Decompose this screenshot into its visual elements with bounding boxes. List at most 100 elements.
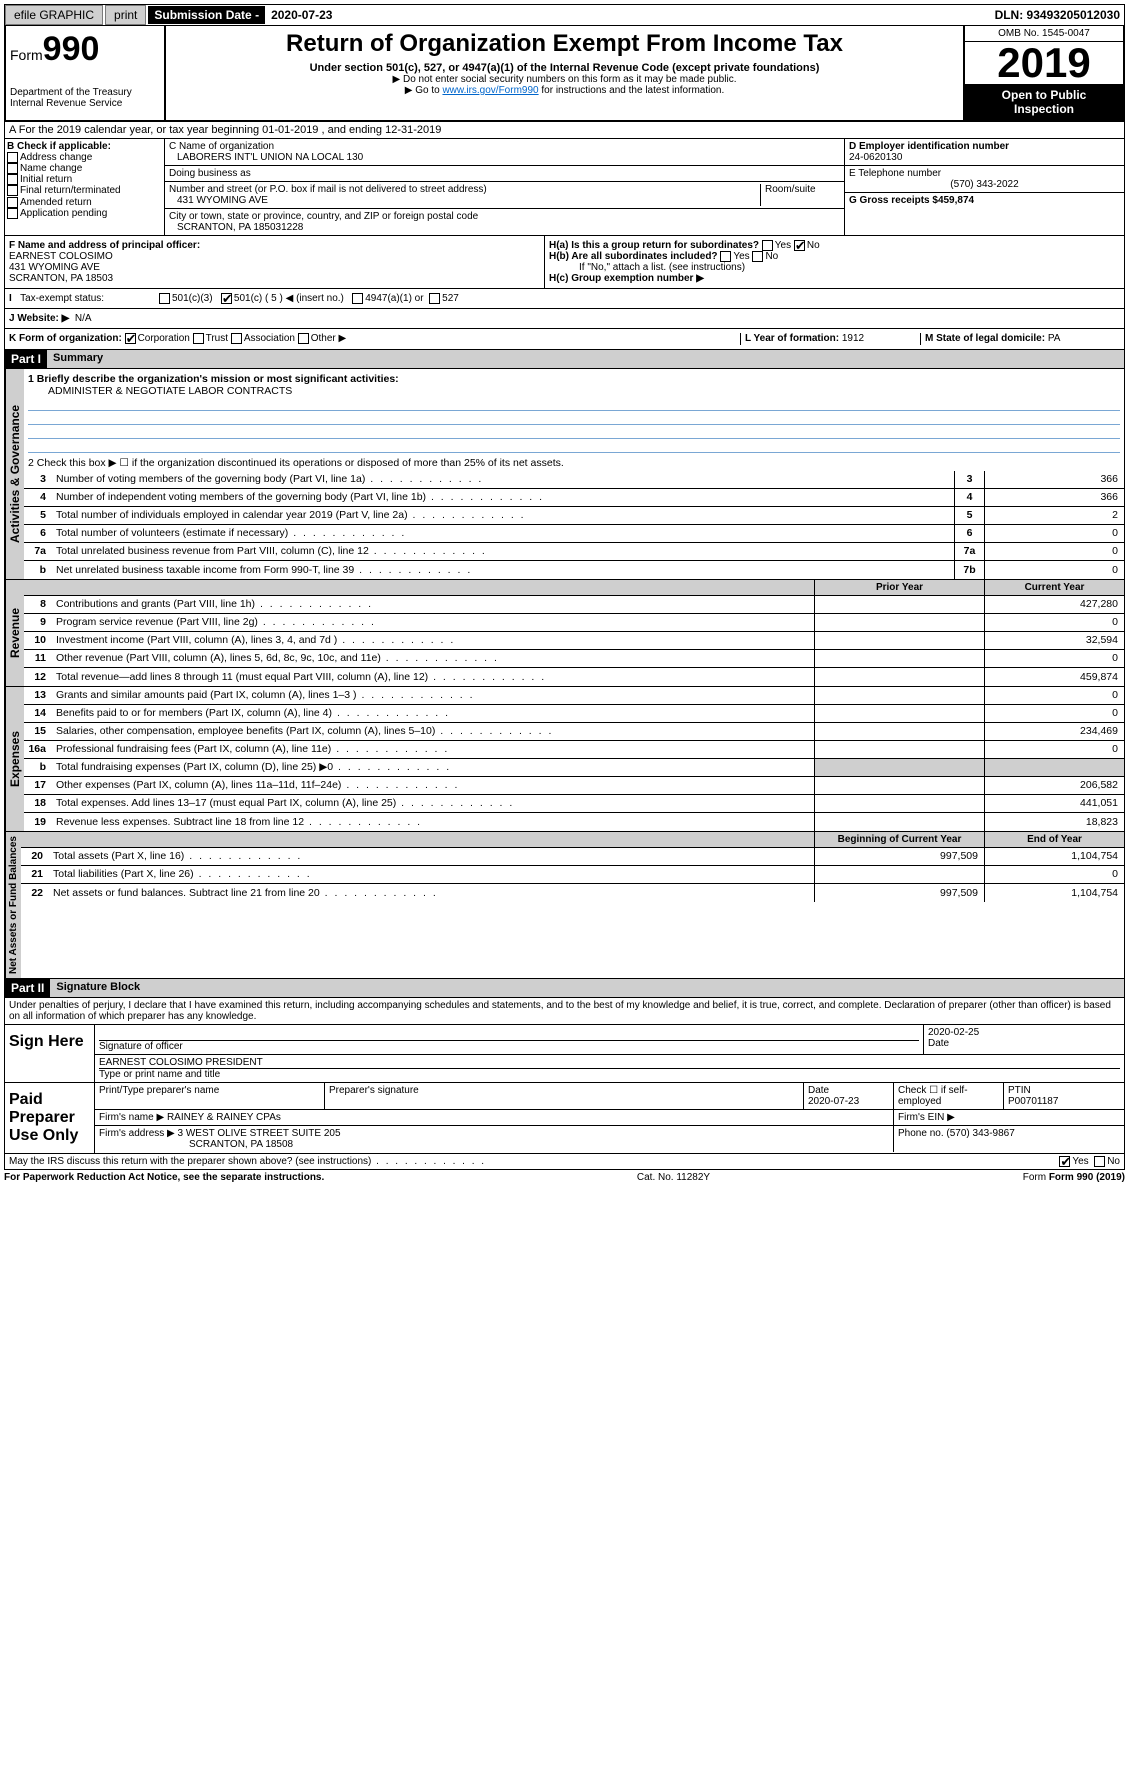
table-row: 7aTotal unrelated business revenue from … [24,543,1124,561]
table-row: 14Benefits paid to or for members (Part … [24,705,1124,723]
note-ssn: ▶ Do not enter social security numbers o… [174,74,955,85]
prep-sig-lbl: Preparer's signature [325,1083,804,1109]
table-row: 16aProfessional fundraising fees (Part I… [24,741,1124,759]
part2-hdr: Part II Signature Block [4,979,1125,998]
table-row: 22Net assets or fund balances. Subtract … [21,884,1124,902]
sig-officer-lbl: Signature of officer [99,1041,183,1052]
cb-assoc[interactable]: Association [244,334,295,345]
hb-note: If "No," attach a list. (see instruction… [549,262,1120,273]
prep-name-lbl: Print/Type preparer's name [95,1083,325,1109]
cb-amended[interactable]: Amended return [7,197,162,208]
city-label: City or town, state or province, country… [169,211,840,222]
mission-text: ADMINISTER & NEGOTIATE LABOR CONTRACTS [28,385,1120,397]
discuss-no[interactable]: No [1107,1156,1120,1167]
org-addr: 431 WYOMING AVE [169,195,760,206]
dln: DLN: 93493205012030 [995,8,1124,22]
sig-date: 2020-02-25 [928,1027,1120,1038]
col-f: F Name and address of principal officer:… [5,236,545,288]
org-city: SCRANTON, PA 185031228 [169,222,840,233]
discuss-yes[interactable]: Yes [1072,1156,1088,1167]
col-b-title: B Check if applicable: [7,141,111,152]
ha-label: H(a) Is this a group return for subordin… [549,240,759,251]
officer-name: EARNEST COLOSIMO [9,251,540,262]
q1: 1 Briefly describe the organization's mi… [28,373,399,385]
form-number: 990 [43,30,100,68]
sign-here: Sign Here [5,1025,95,1082]
irs-link[interactable]: www.irs.gov/Form990 [442,85,538,96]
block-fh: F Name and address of principal officer:… [4,236,1125,289]
table-row: 9Program service revenue (Part VIII, lin… [24,614,1124,632]
table-row: 11Other revenue (Part VIII, column (A), … [24,650,1124,668]
table-row: bTotal fundraising expenses (Part IX, co… [24,759,1124,777]
hc-label: H(c) Group exemption number ▶ [549,273,704,284]
year-formation: 1912 [842,333,864,344]
topbar: efile GRAPHIC print Submission Date - 20… [4,4,1125,26]
cb-address[interactable]: Address change [7,152,162,163]
row-j: J Website: ▶ N/A [4,309,1125,329]
table-row: 19Revenue less expenses. Subtract line 1… [24,813,1124,831]
section-expenses: Expenses 13Grants and similar amounts pa… [4,687,1125,832]
table-row: 17Other expenses (Part IX, column (A), l… [24,777,1124,795]
sidebar-gov: Activities & Governance [5,369,24,579]
ein-label: D Employer identification number [849,141,1009,152]
table-row: 13Grants and similar amounts paid (Part … [24,687,1124,705]
sig-name: EARNEST COLOSIMO PRESIDENT [99,1057,1120,1069]
irs-label: Internal Revenue Service [10,98,160,109]
firm-city: SCRANTON, PA 18508 [99,1139,293,1150]
print-button[interactable]: print [105,5,146,25]
hdr-end: End of Year [984,832,1124,847]
cb-501c5[interactable]: 501(c) ( 5 ) ◀ (insert no.) [234,293,344,304]
dept-treasury: Department of the Treasury [10,87,160,98]
row-kl: K Form of organization: Corporation Trus… [4,329,1125,349]
cb-initial[interactable]: Initial return [7,174,162,185]
org-name: LABORERS INT'L UNION NA LOCAL 130 [169,152,840,163]
form-header: Form990 Department of the Treasury Inter… [4,26,1125,122]
col-c: C Name of organizationLABORERS INT'L UNI… [165,139,844,235]
q2: 2 Check this box ▶ ☐ if the organization… [24,455,1124,471]
section-net: Net Assets or Fund Balances Beginning of… [4,832,1125,979]
note-goto-post: for instructions and the latest informat… [541,85,724,96]
section-governance: Activities & Governance 1 Briefly descri… [4,369,1125,580]
form-title: Return of Organization Exempt From Incom… [174,30,955,58]
firm-name: RAINEY & RAINEY CPAs [167,1112,281,1123]
room-label: Room/suite [760,184,840,206]
open-public-2: Inspection [969,102,1119,116]
form-footer: Form 990 (2019) [1049,1172,1125,1183]
table-row: 6Total number of volunteers (estimate if… [24,525,1124,543]
cb-501c3[interactable]: 501(c)(3) [172,293,213,304]
firm-addr: 3 WEST OLIVE STREET SUITE 205 [178,1128,341,1139]
cb-corp[interactable]: Corporation [138,334,190,345]
discuss-text: May the IRS discuss this return with the… [9,1156,1059,1167]
check-self: Check ☐ if self-employed [894,1083,1004,1109]
pra-notice: For Paperwork Reduction Act Notice, see … [4,1172,324,1183]
table-row: 18Total expenses. Add lines 13–17 (must … [24,795,1124,813]
cb-pending[interactable]: Application pending [7,208,162,219]
firm-phone: (570) 343-9867 [946,1128,1014,1139]
officer-label: F Name and address of principal officer: [9,240,200,251]
tax-year: 2019 [965,42,1123,84]
cb-trust[interactable]: Trust [206,334,228,345]
cb-527[interactable]: 527 [442,293,459,304]
part1-hdr: Part I Summary [4,350,1125,369]
cat-no: Cat. No. 11282Y [637,1172,710,1183]
cb-4947[interactable]: 4947(a)(1) or [365,293,423,304]
note-goto-pre: ▶ Go to [405,85,443,96]
sidebar-net: Net Assets or Fund Balances [5,832,21,978]
gross-label: G Gross receipts $ [849,195,938,206]
cb-name[interactable]: Name change [7,163,162,174]
paid-prep: Paid Preparer Use Only [5,1083,95,1153]
table-row: 3Number of voting members of the governi… [24,471,1124,489]
gross-val: 459,874 [938,195,974,206]
sidebar-rev: Revenue [5,580,24,686]
table-row: 12Total revenue—add lines 8 through 11 (… [24,668,1124,686]
tel-val: (570) 343-2022 [849,179,1120,190]
cb-other[interactable]: Other ▶ [311,334,346,345]
efile-button[interactable]: efile GRAPHIC [5,5,103,25]
prep-date: 2020-07-23 [808,1096,859,1107]
ein-val: 24-0620130 [849,152,1120,163]
footer: For Paperwork Reduction Act Notice, see … [4,1170,1125,1185]
hdr-current: Current Year [984,580,1124,595]
sidebar-exp: Expenses [5,687,24,831]
dba-label: Doing business as [165,166,844,182]
cb-final[interactable]: Final return/terminated [7,185,162,196]
